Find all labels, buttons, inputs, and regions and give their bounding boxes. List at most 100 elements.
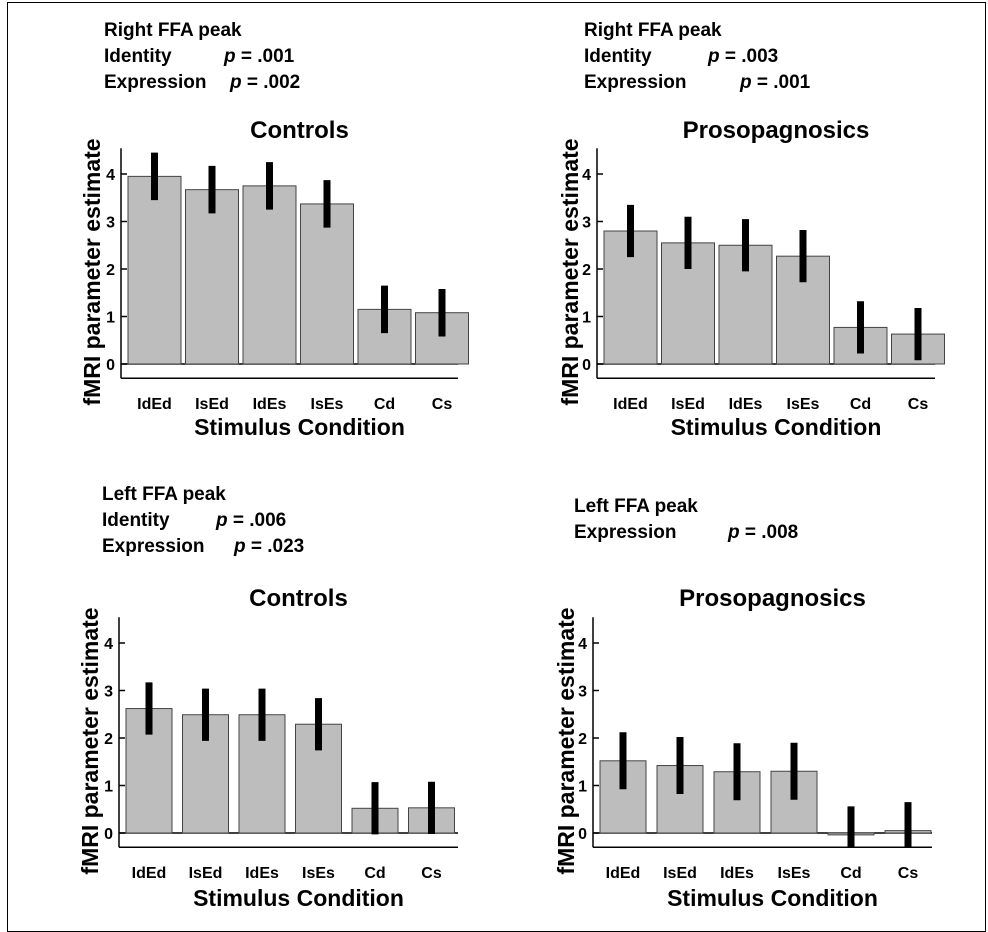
- y-tick-label: 2: [104, 731, 113, 748]
- bar: [242, 185, 297, 365]
- p-symbol: p: [708, 46, 720, 67]
- panel-annotation: Right FFA peak Identity p = .003 Express…: [584, 18, 914, 108]
- y-axis-title: fMRI parameter estimate: [77, 607, 103, 874]
- bar-chart: 0 1 2 3 4 IdEd IsEd IdEs IsEs Cd Cs Controls Stimulu…: [77, 585, 458, 911]
- y-tick-label: 2: [106, 262, 115, 279]
- bar-chart: 0 1 2 3 4 IdEd IsEd IdEs IsEs Cd Cs Prosopagnosics S…: [553, 585, 932, 911]
- bar: [127, 175, 182, 365]
- x-tick-label: IdEs: [720, 865, 754, 882]
- chart-title: Prosopagnosics: [683, 117, 870, 144]
- annotation-row-label: Identity: [102, 510, 170, 531]
- y-tick-label: 3: [582, 215, 591, 232]
- y-tick-label: 2: [582, 262, 591, 279]
- annotation-row-label: Identity: [584, 46, 652, 67]
- y-tick-label: 4: [582, 167, 591, 184]
- annotation-title: Right FFA peak: [584, 20, 722, 41]
- x-tick-label: IdEs: [245, 865, 279, 882]
- p-value: = .006: [232, 510, 287, 531]
- annotation-row: Identity p = .006: [102, 508, 432, 534]
- x-tick-label: IsEs: [302, 865, 335, 882]
- p-symbol: p: [740, 72, 752, 93]
- x-tick-label: IdEs: [253, 396, 287, 413]
- annotation-title: Right FFA peak: [104, 20, 242, 41]
- x-tick-label: IsEd: [671, 396, 705, 413]
- panel-annotation: Left FFA peak Identity p = .006 Expressi…: [102, 482, 432, 572]
- annotation-row-label: Expression: [584, 72, 687, 93]
- annotation-row-pvalue: p = .001: [224, 44, 294, 70]
- y-tick-label: 1: [582, 310, 591, 327]
- x-axis-title: Stimulus Condition: [671, 414, 882, 440]
- bar-chart: 0 1 2 3 4 IdEd IsEd IdEs IsEs Cd Cs Prosopagnosics S…: [557, 117, 945, 440]
- x-tick-label: Cs: [908, 396, 929, 413]
- y-axis-title: fMRI parameter estimate: [79, 138, 105, 405]
- x-axis-title: Stimulus Condition: [193, 885, 404, 911]
- x-tick-label: Cd: [840, 865, 861, 882]
- annotation-row-label: Identity: [104, 46, 172, 67]
- y-tick-label: 4: [104, 636, 113, 653]
- p-symbol: p: [234, 536, 246, 557]
- x-tick-label: IdEd: [606, 865, 641, 882]
- y-tick-label: 3: [104, 684, 113, 701]
- y-axis-title: fMRI parameter estimate: [557, 138, 583, 405]
- p-symbol: p: [230, 72, 242, 93]
- x-tick-label: IsEd: [663, 865, 697, 882]
- x-axis-title: Stimulus Condition: [194, 414, 405, 440]
- x-tick-label: IsEd: [189, 865, 223, 882]
- annotation-row: Expression p = .023: [102, 534, 432, 560]
- annotation-row-pvalue: p = .002: [230, 70, 300, 96]
- y-tick-label: 0: [104, 826, 113, 843]
- y-tick-label: 4: [106, 167, 115, 184]
- p-symbol: p: [728, 522, 740, 543]
- y-tick-label: 0: [582, 357, 591, 374]
- chart-title: Controls: [249, 585, 348, 612]
- p-value: = .001: [756, 72, 811, 93]
- y-tick-label: 0: [578, 826, 587, 843]
- x-tick-label: IsEs: [787, 396, 820, 413]
- panel-annotation: Left FFA peak Expression p = .008: [574, 494, 904, 554]
- p-value: = .002: [246, 72, 301, 93]
- y-tick-label: 1: [104, 779, 113, 796]
- x-tick-label: Cs: [432, 396, 453, 413]
- bar: [599, 760, 647, 834]
- y-tick-label: 1: [578, 779, 587, 796]
- annotation-row-pvalue: p = .003: [708, 44, 778, 70]
- bar: [300, 203, 354, 365]
- y-tick-label: 3: [106, 215, 115, 232]
- y-tick-label: 4: [578, 636, 587, 653]
- p-value: = .001: [240, 46, 295, 67]
- y-axis-title: fMRI parameter estimate: [553, 607, 579, 874]
- p-symbol: p: [216, 510, 228, 531]
- annotation-row-label: Expression: [104, 72, 207, 93]
- annotation-row: Identity p = .003: [584, 44, 914, 70]
- x-tick-label: Cd: [374, 396, 395, 413]
- chart-title: Prosopagnosics: [679, 585, 866, 612]
- x-tick-label: IdEd: [132, 865, 167, 882]
- x-tick-label: IdEd: [613, 396, 648, 413]
- annotation-row: Expression p = .001: [584, 70, 914, 96]
- chart-title: Controls: [250, 117, 349, 144]
- p-value: = .003: [724, 46, 779, 67]
- annotation-row-pvalue: p = .023: [234, 534, 304, 560]
- x-axis-title: Stimulus Condition: [667, 885, 878, 911]
- p-symbol: p: [224, 46, 236, 67]
- bar-chart: 0 1 2 3 4 IdEd IsEd IdEs IsEs Cd Cs Controls Stimulu…: [79, 117, 469, 440]
- annotation-row-pvalue: p = .001: [740, 70, 810, 96]
- annotation-title: Left FFA peak: [574, 496, 698, 517]
- panel-annotation: Right FFA peak Identity p = .001 Express…: [104, 18, 434, 108]
- x-tick-label: IdEd: [137, 396, 172, 413]
- annotation-row: Expression p = .008: [574, 520, 904, 546]
- x-tick-label: Cs: [421, 865, 442, 882]
- x-tick-label: IsEd: [195, 396, 229, 413]
- annotation-row: Identity p = .001: [104, 44, 434, 70]
- annotation-row-pvalue: p = .006: [216, 508, 286, 534]
- p-value: = .008: [744, 522, 799, 543]
- y-tick-label: 3: [578, 684, 587, 701]
- annotation-row-label: Expression: [574, 522, 677, 543]
- x-tick-label: Cs: [898, 865, 919, 882]
- p-value: = .023: [250, 536, 305, 557]
- y-tick-label: 1: [106, 310, 115, 327]
- annotation-title: Left FFA peak: [102, 484, 226, 505]
- x-tick-label: IsEs: [778, 865, 811, 882]
- x-tick-label: IsEs: [311, 396, 344, 413]
